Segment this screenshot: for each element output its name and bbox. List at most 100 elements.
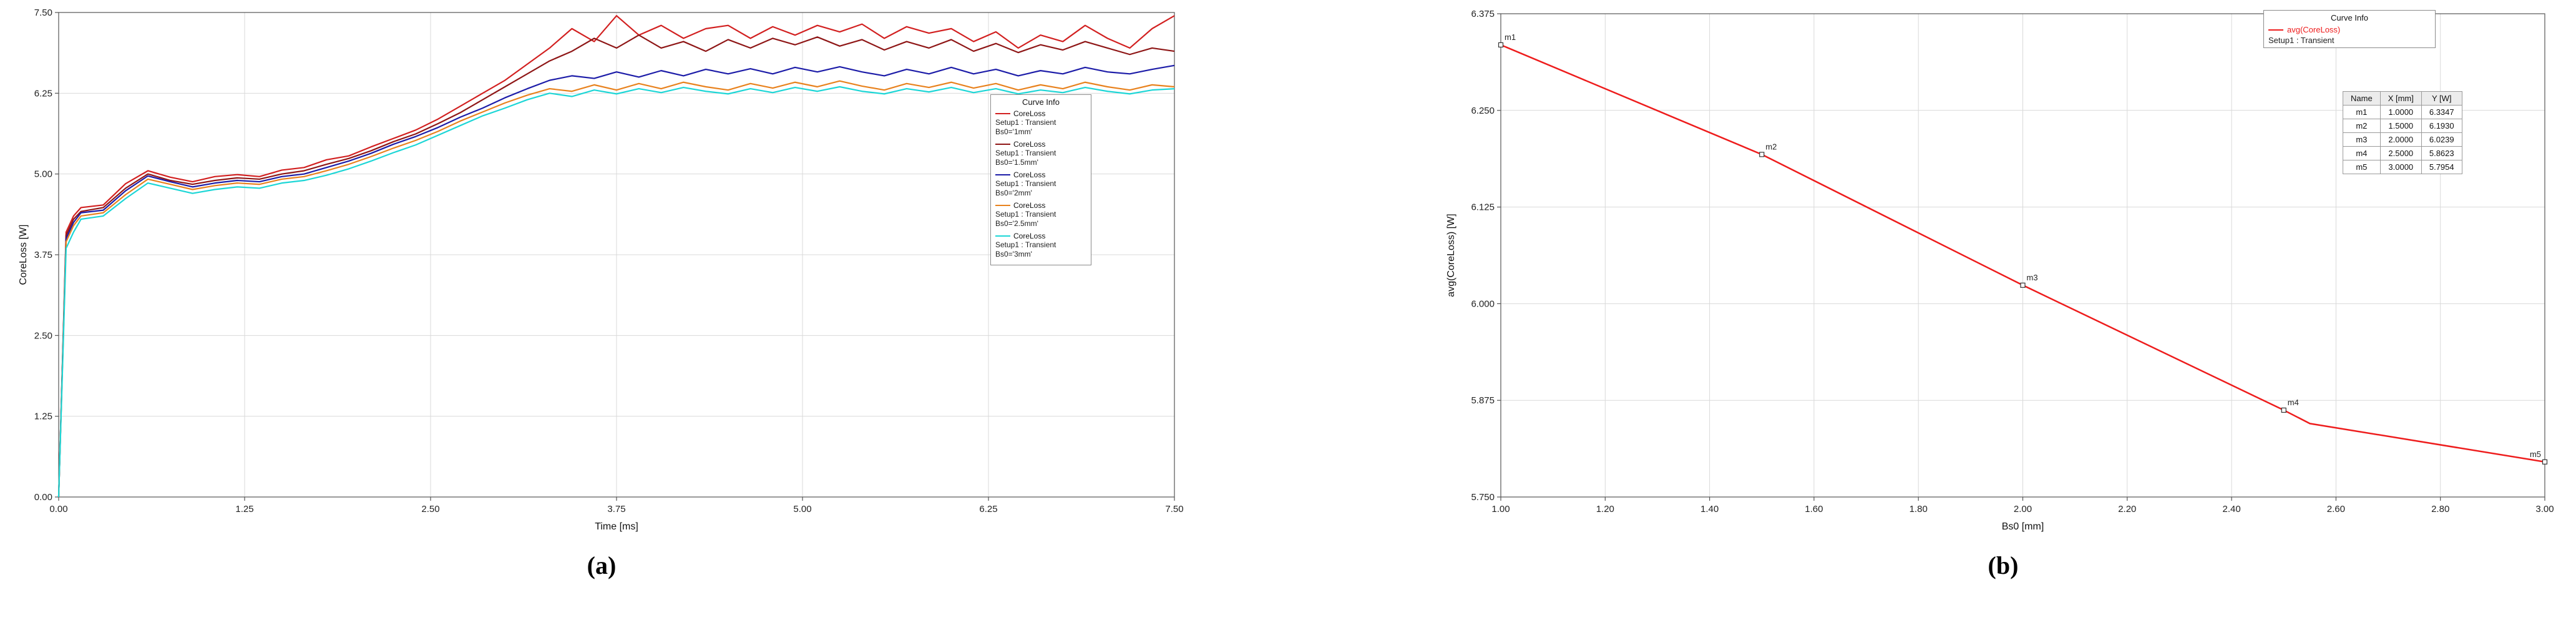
marker-y: 5.8623 <box>2421 146 2462 160</box>
marker-x: 1.0000 <box>2379 105 2422 119</box>
panel-a: 0.00 1.25 2.50 3.75 5.00 6.25 7.50 0.00 1.25 2.50… <box>15 4 1188 580</box>
svg-text:1.25: 1.25 <box>34 411 52 422</box>
panel-b: 1.00 1.20 1.40 1.60 1.80 2.00 2.20 2.40 2.60 2.80… <box>1442 4 2565 580</box>
marker-y: 6.0239 <box>2421 132 2462 147</box>
svg-text:3.75: 3.75 <box>607 504 625 514</box>
marker-x: 2.5000 <box>2379 146 2422 160</box>
legend-entry: CoreLoss Setup1 : Transient Bs0='3mm' <box>995 232 1086 259</box>
svg-text:5.00: 5.00 <box>793 504 811 514</box>
table-row: m3 2.0000 6.0239 <box>2343 132 2462 147</box>
marker-name: m4 <box>2343 146 2381 160</box>
svg-text:avg(CoreLoss) [W]: avg(CoreLoss) [W] <box>1446 214 1456 297</box>
svg-text:1.00: 1.00 <box>1491 504 1510 514</box>
marker-name: m2 <box>2343 119 2381 133</box>
svg-text:Time [ms]: Time [ms] <box>595 521 638 532</box>
series-name: CoreLoss <box>1013 109 1046 118</box>
svg-text:m1: m1 <box>1505 32 1516 42</box>
legend-title: Curve Info <box>2331 13 2368 22</box>
marker-y: 6.3347 <box>2421 105 2462 119</box>
svg-text:1.25: 1.25 <box>235 504 253 514</box>
caption-a: (a) <box>587 551 617 579</box>
svg-text:1.40: 1.40 <box>1700 504 1719 514</box>
series-name: CoreLoss <box>1013 140 1046 149</box>
svg-text:m5: m5 <box>2530 450 2541 459</box>
marker-y: 6.1930 <box>2421 119 2462 133</box>
svg-text:1.60: 1.60 <box>1805 504 1823 514</box>
marker-table-header: X [mm] <box>2379 91 2422 106</box>
svg-text:CoreLoss [W]: CoreLoss [W] <box>18 225 29 285</box>
svg-text:6.375: 6.375 <box>1471 9 1495 19</box>
table-row: m4 2.5000 5.8623 <box>2343 146 2462 160</box>
table-row: m1 1.0000 6.3347 <box>2343 105 2462 119</box>
svg-text:7.50: 7.50 <box>1165 504 1183 514</box>
table-row: m2 1.5000 6.1930 <box>2343 119 2462 133</box>
svg-text:2.80: 2.80 <box>2431 504 2449 514</box>
avg-coreloss-vs-bs0-chart: 1.00 1.20 1.40 1.60 1.80 2.00 2.20 2.40 2.60 2.80… <box>1442 4 2565 541</box>
marker-table-header: Name <box>2343 91 2381 106</box>
svg-text:2.40: 2.40 <box>2222 504 2240 514</box>
legend-entry: CoreLoss Setup1 : Transient Bs0='1mm' <box>995 109 1086 137</box>
svg-text:7.50: 7.50 <box>34 7 52 18</box>
marker-x: 2.0000 <box>2379 132 2422 147</box>
svg-text:5.750: 5.750 <box>1471 492 1495 503</box>
series-setup: Setup1 : Transient <box>995 210 1056 219</box>
coreloss-vs-time-chart: 0.00 1.25 2.50 3.75 5.00 6.25 7.50 0.00 1.25 2.50… <box>15 4 1188 541</box>
svg-text:6.25: 6.25 <box>979 504 997 514</box>
series-color-dash <box>995 174 1010 175</box>
series-setup: Setup1 : Transient <box>995 179 1056 188</box>
series-setup: Setup1 : Transient <box>995 118 1056 127</box>
svg-text:m3: m3 <box>2027 273 2038 282</box>
marker-table-wrap: Name X [mm] Y [W] m1 1.0000 6.3347 m2 1.… <box>2343 91 2462 174</box>
legend-entry: CoreLoss Setup1 : Transient Bs0='2.5mm' <box>995 201 1086 229</box>
curve-info-legend-a: Curve Info CoreLoss Setup1 : Transient B… <box>990 94 1091 265</box>
svg-text:2.00: 2.00 <box>2014 504 2032 514</box>
series-variation: Bs0='1.5mm' <box>995 158 1038 167</box>
series-color-dash <box>2268 29 2283 31</box>
svg-text:1.20: 1.20 <box>1596 504 1614 514</box>
series-name: CoreLoss <box>1013 170 1046 179</box>
marker-table: Name X [mm] Y [W] m1 1.0000 6.3347 m2 1.… <box>2343 91 2462 174</box>
series-variation: Bs0='3mm' <box>995 250 1032 258</box>
svg-text:5.00: 5.00 <box>34 169 52 180</box>
svg-text:6.250: 6.250 <box>1471 106 1495 116</box>
svg-text:6.000: 6.000 <box>1471 298 1495 309</box>
series-color-dash <box>995 113 1010 114</box>
svg-text:m2: m2 <box>1765 142 1777 151</box>
svg-text:3.00: 3.00 <box>2535 504 2554 514</box>
series-setup: Setup1 : Transient <box>995 240 1056 249</box>
caption-b: (b) <box>1988 551 2019 579</box>
marker-x: 1.5000 <box>2379 119 2422 133</box>
marker-name: m5 <box>2343 160 2381 174</box>
series-color-dash <box>995 235 1010 237</box>
series-variation: Bs0='1mm' <box>995 127 1032 136</box>
svg-text:m4: m4 <box>2288 398 2299 407</box>
svg-text:0.00: 0.00 <box>34 492 52 503</box>
svg-text:2.60: 2.60 <box>2327 504 2345 514</box>
legend-entry: CoreLoss Setup1 : Transient Bs0='2mm' <box>995 170 1086 198</box>
marker-name: m3 <box>2343 132 2381 147</box>
svg-text:3.75: 3.75 <box>34 250 52 260</box>
svg-text:0.00: 0.00 <box>49 504 67 514</box>
series-setup: Setup1 : Transient <box>2268 36 2334 45</box>
legend-title: Curve Info <box>1022 97 1060 107</box>
curve-info-legend-b: Curve Info avg(CoreLoss) Setup1 : Transi… <box>2263 10 2436 48</box>
series-variation: Bs0='2mm' <box>995 189 1032 197</box>
svg-text:2.50: 2.50 <box>34 330 52 341</box>
marker-name: m1 <box>2343 105 2381 119</box>
figure-two-charts: 0.00 1.25 2.50 3.75 5.00 6.25 7.50 0.00 1.25 2.50… <box>15 4 2565 580</box>
svg-text:Bs0 [mm]: Bs0 [mm] <box>2002 521 2044 532</box>
svg-text:1.80: 1.80 <box>1910 504 1928 514</box>
series-setup: Setup1 : Transient <box>995 149 1056 157</box>
series-name: avg(CoreLoss) <box>2287 25 2341 34</box>
svg-text:6.25: 6.25 <box>34 88 52 99</box>
svg-text:2.50: 2.50 <box>421 504 439 514</box>
series-color-dash <box>995 144 1010 145</box>
marker-x: 3.0000 <box>2379 160 2422 174</box>
table-row: m5 3.0000 5.7954 <box>2343 160 2462 174</box>
svg-text:2.20: 2.20 <box>2118 504 2136 514</box>
svg-text:6.125: 6.125 <box>1471 202 1495 213</box>
marker-table-header: Y [W] <box>2421 91 2462 106</box>
series-name: CoreLoss <box>1013 201 1046 210</box>
legend-entry: CoreLoss Setup1 : Transient Bs0='1.5mm' <box>995 140 1086 167</box>
svg-text:5.875: 5.875 <box>1471 395 1495 406</box>
